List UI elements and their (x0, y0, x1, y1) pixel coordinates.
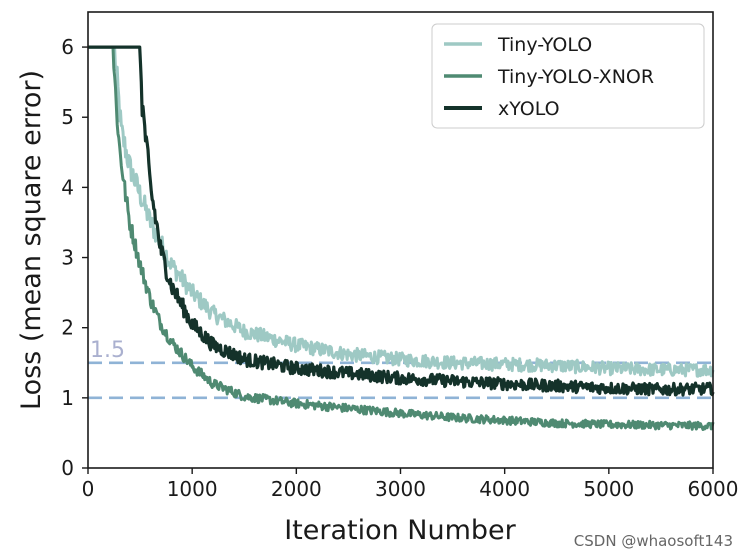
x-tick-label: 5000 (583, 477, 634, 501)
y-axis-ticks: 0 1 2 3 4 5 6 (61, 35, 88, 480)
y-tick-label: 1 (61, 386, 74, 410)
x-tick-label: 4000 (479, 477, 530, 501)
annotation-label: 1.5 (90, 338, 125, 363)
x-tick-label: 6000 (688, 477, 739, 501)
x-tick-label: 3000 (375, 477, 426, 501)
x-axis-ticks: 0 1000 2000 3000 4000 5000 6000 (82, 468, 739, 501)
legend-label: xYOLO (498, 98, 560, 120)
legend-box (431, 23, 705, 129)
watermark-text: CSDN @whaosoft143 (574, 532, 733, 550)
series-line-tiny-yolo (87, 45, 715, 378)
y-axis-title: Loss (mean square error) (16, 70, 47, 410)
legend-label: Tiny-YOLO (497, 34, 592, 56)
legend: Tiny-YOLO Tiny-YOLO-XNOR xYOLO (431, 23, 705, 129)
x-tick-label: 2000 (271, 477, 322, 501)
series-lines (87, 45, 715, 431)
y-tick-label: 2 (61, 316, 74, 340)
series-line-tiny-yolo-xnor (87, 45, 715, 431)
y-tick-label: 5 (61, 105, 74, 129)
y-tick-label: 4 (61, 175, 74, 199)
x-tick-label: 0 (82, 477, 95, 501)
x-axis-title: Iteration Number (284, 515, 516, 546)
y-tick-label: 0 (61, 456, 74, 480)
x-tick-label: 1000 (167, 477, 218, 501)
legend-label: Tiny-YOLO-XNOR (497, 66, 654, 88)
y-tick-label: 6 (61, 35, 74, 59)
y-tick-label: 3 (61, 246, 74, 270)
series-line-xyolo (87, 45, 715, 397)
